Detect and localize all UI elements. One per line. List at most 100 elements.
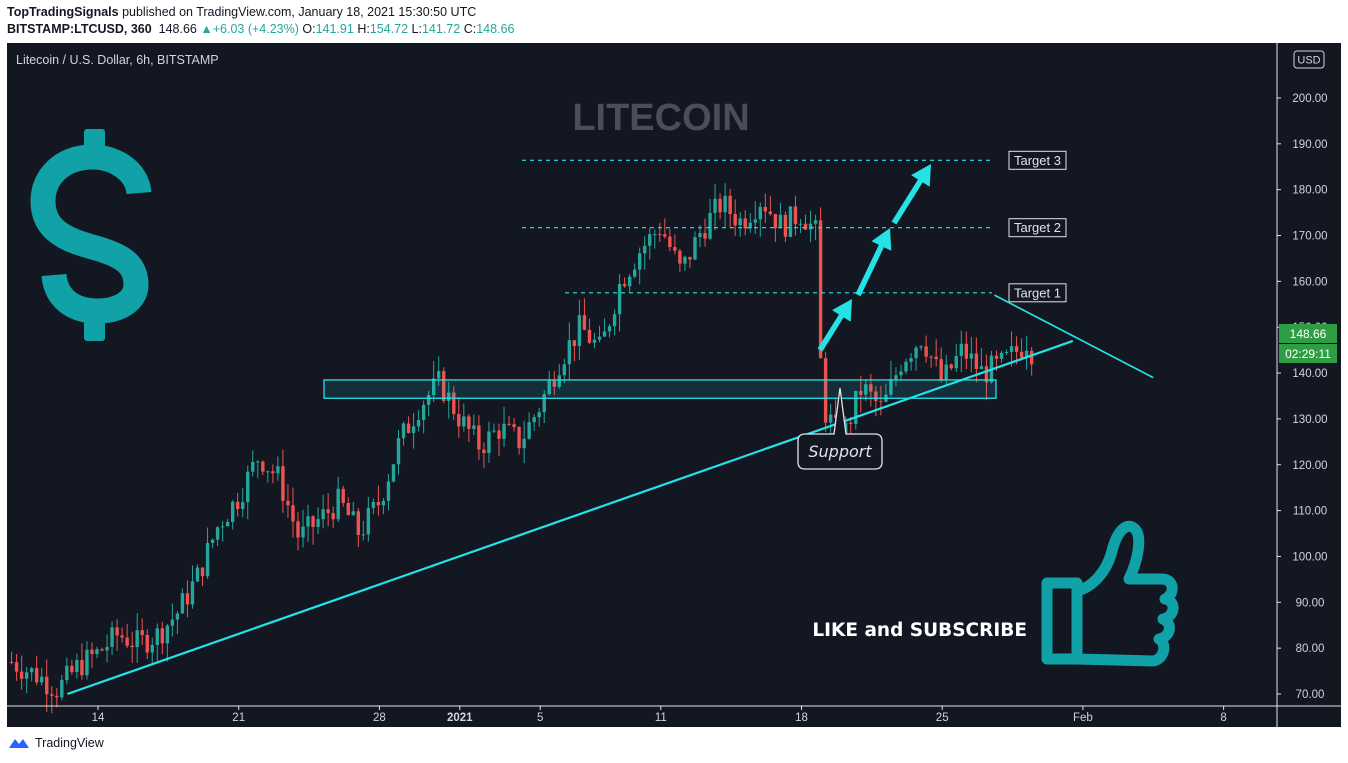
candle-body <box>703 233 707 239</box>
candle-18 <box>100 647 104 652</box>
candle-body <box>55 695 59 698</box>
candle-32 <box>170 603 175 637</box>
candle-10 <box>60 674 64 701</box>
candle-54 <box>281 449 285 514</box>
tradingview-footer[interactable]: TradingView <box>8 736 104 750</box>
candle-body <box>693 237 697 260</box>
candle-115 <box>587 318 592 344</box>
support-zone <box>323 379 997 399</box>
candle-body <box>979 366 984 370</box>
candle-35 <box>185 580 190 618</box>
candle-body <box>351 511 355 516</box>
candle-161 <box>818 207 823 359</box>
candle-134 <box>683 255 687 271</box>
candle-body <box>969 353 974 359</box>
low-label: L: <box>411 22 422 36</box>
candle-69 <box>356 507 360 548</box>
candle-body <box>778 214 783 229</box>
candle-142 <box>723 183 727 229</box>
candle-body <box>431 378 436 396</box>
candle-body <box>768 211 773 215</box>
candle-body <box>627 276 632 287</box>
candle-body <box>286 500 290 506</box>
candle-197 <box>999 351 1004 363</box>
candle-17 <box>95 646 99 659</box>
candle-body <box>758 206 762 220</box>
candle-body <box>396 438 401 465</box>
candle-56 <box>291 487 295 538</box>
candle-body <box>924 346 928 357</box>
candle-body <box>246 471 250 503</box>
candle-body <box>170 619 175 626</box>
candle-body <box>271 471 275 474</box>
candle-93 <box>477 415 481 460</box>
candle-80 <box>411 413 416 449</box>
candle-body <box>1024 350 1029 358</box>
candle-body <box>235 501 240 509</box>
candle-34 <box>180 588 185 614</box>
countdown: 02:29:11 <box>1285 347 1331 361</box>
candle-body <box>331 513 335 520</box>
candle-body <box>572 340 577 346</box>
currency-badge[interactable]: USD <box>1293 50 1325 69</box>
candle-body <box>683 256 687 264</box>
candle-body <box>859 390 863 395</box>
candle-body <box>994 355 999 359</box>
candle-body <box>673 247 677 251</box>
candle-198 <box>1004 349 1009 356</box>
last-price-tag: 148.66 02:29:11 <box>1279 324 1337 363</box>
candle-99 <box>507 415 511 426</box>
candle-120 <box>612 309 617 336</box>
candle-body <box>75 660 79 673</box>
candle-187 <box>949 363 953 371</box>
candle-26 <box>140 618 144 646</box>
candle-body <box>326 509 330 514</box>
candle-body <box>567 340 572 365</box>
candle-body <box>60 680 64 698</box>
thumbs-up-icon <box>1041 520 1179 667</box>
publisher-name[interactable]: TopTradingSignals <box>7 5 119 19</box>
candle-body <box>723 195 727 213</box>
cta-text: LIKE and SUBSCRIBE <box>812 620 1027 641</box>
candle-163 <box>828 403 833 437</box>
candle-body <box>316 519 320 527</box>
candle-118 <box>602 318 607 337</box>
candle-195 <box>989 350 994 384</box>
candle-8 <box>50 686 54 714</box>
candle-202 <box>1024 335 1029 370</box>
candle-body <box>663 234 667 237</box>
candle-body <box>527 422 531 439</box>
candle-79 <box>406 416 411 434</box>
candle-51 <box>266 470 270 483</box>
candle-156 <box>793 196 798 236</box>
price-chart[interactable]: Target 1 Target 2 Target 3 70.00 80.00 90.00… <box>7 43 1341 727</box>
candle-147 <box>748 213 752 233</box>
candle-body <box>577 315 582 346</box>
candle-146 <box>743 210 747 236</box>
candle-23 <box>125 623 129 649</box>
x-tick-label: 2021 <box>447 712 473 724</box>
candle-19 <box>105 634 109 663</box>
candle-body <box>854 390 858 424</box>
candle-122 <box>622 277 627 288</box>
x-tick-label: 11 <box>655 712 667 724</box>
candle-58 <box>301 509 305 548</box>
candle-body <box>251 461 255 472</box>
candle-body <box>818 220 823 359</box>
candle-184 <box>934 339 938 367</box>
candle-82 <box>421 400 426 434</box>
target-label-1: Target 1 <box>1014 285 1061 300</box>
candle-3 <box>24 667 29 694</box>
candle-body <box>100 649 104 651</box>
y-tick-label: 190.00 <box>1292 139 1327 151</box>
candle-149 <box>758 202 762 237</box>
candle-64 <box>331 506 335 528</box>
support-label: Support <box>808 442 872 461</box>
candle-body <box>592 339 597 343</box>
candle-body <box>502 423 506 439</box>
currency-label: USD <box>1297 55 1320 67</box>
candle-48 <box>251 450 255 477</box>
candle-74 <box>381 497 386 515</box>
candle-body <box>959 343 963 356</box>
candle-157 <box>798 219 803 233</box>
